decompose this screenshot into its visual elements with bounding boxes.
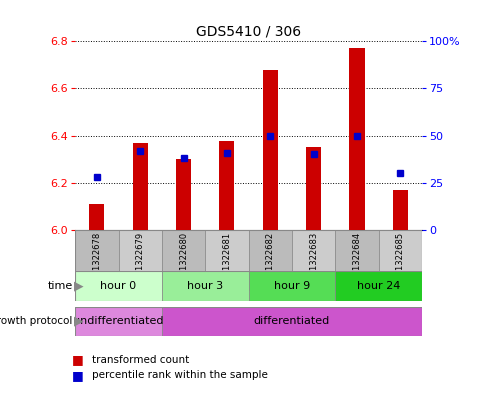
Bar (118, 230, 162, 291)
Bar (219, 141, 234, 230)
Bar (248, 271, 334, 301)
Bar (176, 159, 191, 230)
Bar (75, 230, 118, 291)
Bar (132, 143, 148, 230)
Text: transformed count: transformed count (92, 354, 189, 365)
Text: GSM1322678: GSM1322678 (92, 232, 101, 288)
Text: GSM1322683: GSM1322683 (308, 232, 318, 288)
Text: undifferentiated: undifferentiated (73, 316, 164, 326)
Text: GSM1322680: GSM1322680 (179, 232, 188, 288)
Bar (291, 230, 334, 291)
Text: hour 24: hour 24 (356, 281, 399, 291)
Bar (162, 271, 248, 301)
Bar (75, 307, 162, 336)
Text: hour 0: hour 0 (100, 281, 136, 291)
Text: GSM1322685: GSM1322685 (395, 232, 404, 288)
Text: hour 9: hour 9 (273, 281, 309, 291)
Text: hour 3: hour 3 (187, 281, 223, 291)
Bar (262, 70, 277, 230)
Bar (378, 230, 421, 291)
Bar (248, 230, 291, 291)
Bar (348, 48, 364, 230)
Bar (75, 271, 162, 301)
Text: differentiated: differentiated (253, 316, 329, 326)
Bar (162, 230, 205, 291)
Text: GSM1322679: GSM1322679 (136, 232, 144, 288)
Text: percentile rank within the sample: percentile rank within the sample (92, 370, 268, 380)
Text: ▶: ▶ (74, 315, 84, 328)
Text: ▶: ▶ (74, 279, 84, 292)
Bar (334, 271, 421, 301)
Bar (334, 230, 378, 291)
Text: GSM1322681: GSM1322681 (222, 232, 231, 288)
Text: GSM1322682: GSM1322682 (265, 232, 274, 288)
Bar (305, 147, 320, 230)
Title: GDS5410 / 306: GDS5410 / 306 (196, 25, 301, 39)
Bar (89, 204, 104, 230)
Bar (392, 190, 407, 230)
Text: ■: ■ (72, 369, 83, 382)
Text: ■: ■ (72, 353, 83, 366)
Text: GSM1322684: GSM1322684 (352, 232, 361, 288)
Bar (205, 230, 248, 291)
Bar (162, 307, 421, 336)
Text: time: time (47, 281, 73, 291)
Text: growth protocol: growth protocol (0, 316, 73, 326)
